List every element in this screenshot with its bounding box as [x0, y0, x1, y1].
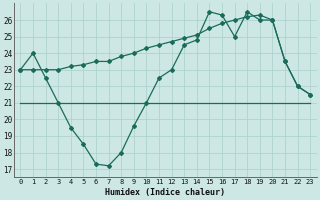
- X-axis label: Humidex (Indice chaleur): Humidex (Indice chaleur): [105, 188, 225, 197]
